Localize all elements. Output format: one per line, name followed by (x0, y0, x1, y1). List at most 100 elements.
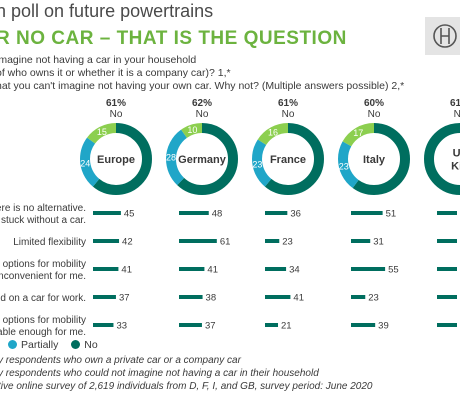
donut-country-label: Germany (178, 154, 227, 166)
bar (437, 211, 457, 215)
bar-value: 31 (373, 237, 384, 248)
row-label: end on a car for work. (0, 293, 86, 304)
donut-no-percent: 62% (192, 98, 212, 109)
footnote-3: tive online survey of 2,619 individuals … (0, 381, 373, 392)
donut-country-label: Kin (451, 161, 460, 173)
donut-rings (80, 123, 152, 195)
row-label: e options for mobility (0, 315, 86, 326)
bar (179, 323, 202, 327)
bar (265, 211, 288, 215)
bar (437, 323, 457, 327)
row-label: e options for mobility (0, 259, 86, 270)
bar-value: 41 (207, 265, 218, 276)
bar (351, 295, 366, 299)
donut-rings (338, 123, 410, 195)
bar-value: 45 (124, 209, 135, 220)
bar-value: 23 (282, 237, 293, 248)
donut-segment-partially (252, 123, 324, 195)
donut-no-percent: 61% (450, 98, 460, 109)
donut-no-label: No (110, 109, 123, 120)
donut-country-label: Italy (363, 154, 386, 166)
donut-no-label: No (196, 109, 209, 120)
donut-no-label: No (282, 109, 295, 120)
legend-partially-swatch (8, 340, 17, 349)
bar (93, 323, 114, 327)
row-label: liable enough for me. (0, 327, 86, 338)
donut-segment-partially (80, 123, 152, 195)
legend: Partially No (0, 339, 98, 351)
donut-no-percent: 60% (364, 98, 384, 109)
bar-value: 23 (368, 293, 379, 304)
bar (437, 239, 457, 243)
bar (437, 267, 457, 271)
bar (351, 267, 386, 271)
donut-no-label: No (368, 109, 381, 120)
donut-segment-value: 15 (97, 127, 107, 137)
donut-segment-no (424, 123, 460, 195)
bar-value: 33 (116, 321, 127, 332)
bar (179, 211, 209, 215)
bar (265, 295, 291, 299)
bosch-logo (425, 17, 460, 55)
donut-segment-partially (338, 123, 410, 195)
donut-rings (424, 123, 460, 195)
donut-segment-value: 23 (339, 161, 349, 171)
legend-no-label: No (84, 339, 98, 351)
donut-country-label: Europe (97, 154, 135, 166)
donut-segment-value: 16 (268, 127, 278, 137)
row-label: e stuck without a car. (0, 215, 86, 226)
donut-rings (166, 123, 238, 195)
donut-segment-yes (166, 123, 238, 195)
question-line-2: of who owns it or whether it is a compan… (0, 67, 231, 79)
bar (351, 239, 371, 243)
bar-value: 39 (378, 321, 389, 332)
page-title: n poll on future powertrains (0, 1, 214, 21)
donut-segment-yes (252, 123, 324, 195)
donut-segment-partially (166, 123, 238, 195)
question-line-3: hat you can't imagine not having your ow… (0, 80, 405, 92)
donut-no-percent: 61% (106, 98, 126, 109)
donut-segment-yes (80, 123, 152, 195)
bar-value: 41 (293, 293, 304, 304)
bar-value: 21 (281, 321, 292, 332)
donut-no-label: No (454, 109, 460, 120)
donut-segment-value: 28 (166, 153, 176, 163)
donut-segment-value: 17 (353, 128, 363, 138)
page-subtitle: R NO CAR – THAT IS THE QUESTION (0, 28, 347, 49)
donut-segment-value: 10 (187, 125, 197, 135)
bar-value: 37 (119, 293, 130, 304)
footnote-1: y respondents who own a private car or a… (0, 355, 241, 366)
bar (179, 239, 217, 243)
bar-value: 36 (290, 209, 301, 220)
bar-value: 55 (388, 265, 399, 276)
question-line-1: imagine not having a car in your househo… (0, 54, 197, 66)
bar (437, 295, 457, 299)
row-label: Limited flexibility (13, 237, 86, 248)
bar-value: 41 (121, 265, 132, 276)
bar (93, 211, 121, 215)
row-label: e inconvenient for me. (0, 271, 86, 282)
bar (351, 323, 376, 327)
bar (179, 295, 203, 299)
donut-no-percent: 61% (278, 98, 298, 109)
donut-segment-yes (338, 123, 410, 195)
bar (351, 211, 383, 215)
bar (265, 323, 279, 327)
bar (179, 267, 205, 271)
bar (265, 267, 287, 271)
donut-country-label: Un (453, 148, 460, 160)
bar-value: 34 (289, 265, 300, 276)
donut-country-label: France (270, 154, 306, 166)
footnote-2: y respondents who could not imagine not … (0, 368, 319, 379)
bar-value: 48 (212, 209, 223, 220)
legend-no-swatch (71, 340, 81, 349)
donut-rings (252, 123, 324, 195)
bar-value: 38 (206, 293, 217, 304)
row-label: here is no alternative. (0, 203, 86, 214)
donut-segment-value: 23 (252, 159, 262, 169)
bar-value: 37 (205, 321, 216, 332)
bar-value: 61 (220, 237, 231, 248)
bar-value: 51 (386, 209, 397, 220)
